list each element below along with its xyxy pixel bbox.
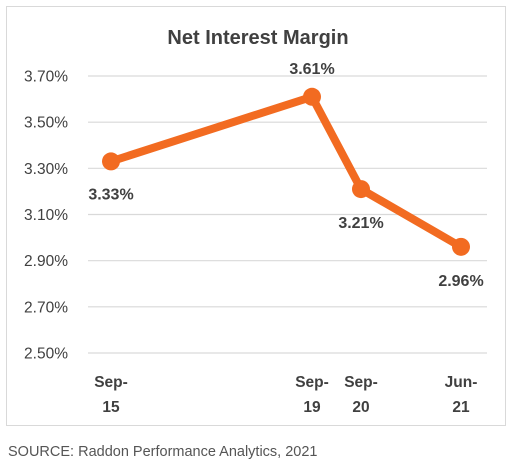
y-tick-label: 2.70% [24,299,68,316]
data-point [102,152,120,171]
data-point [303,87,321,106]
x-tick-label: 19 [303,399,321,416]
data-point [352,180,370,199]
y-tick-label: 3.50% [24,115,68,132]
y-tick-label: 3.70% [24,69,68,86]
data-labels: 3.33% 3.61% 3.21% 2.96% [88,61,483,290]
series-line [107,92,465,251]
source-note: SOURCE: Raddon Performance Analytics, 20… [8,444,318,460]
x-axis-ticks: Sep- 15 Sep- 19 Sep- 20 Jun- 21 [94,374,477,416]
x-tick-label: Sep- [295,374,329,391]
y-axis-ticks: 3.70% 3.50% 3.30% 3.10% 2.90% 2.70% 2.50% [24,69,68,363]
y-tick-label: 3.10% [24,207,68,224]
data-label: 3.61% [289,61,334,78]
x-tick-label: Sep- [94,374,128,391]
data-label: 3.21% [338,215,383,232]
x-tick-label: 15 [102,399,120,416]
chart-title: Net Interest Margin [167,27,348,49]
data-label: 3.33% [88,186,133,203]
y-tick-label: 3.30% [24,161,68,178]
x-tick-label: 20 [352,399,369,416]
y-tick-label: 2.50% [24,346,68,363]
data-label: 2.96% [438,273,483,290]
gridlines [88,75,487,354]
data-point [452,237,470,256]
x-tick-label: 21 [452,399,470,416]
series-group [102,87,470,256]
x-tick-label: Sep- [344,374,378,391]
y-tick-label: 2.90% [24,253,68,270]
x-tick-label: Jun- [445,374,478,391]
line-chart: Net Interest Margin 3.70% 3.50% 3.30% 3.10%… [24,27,487,416]
